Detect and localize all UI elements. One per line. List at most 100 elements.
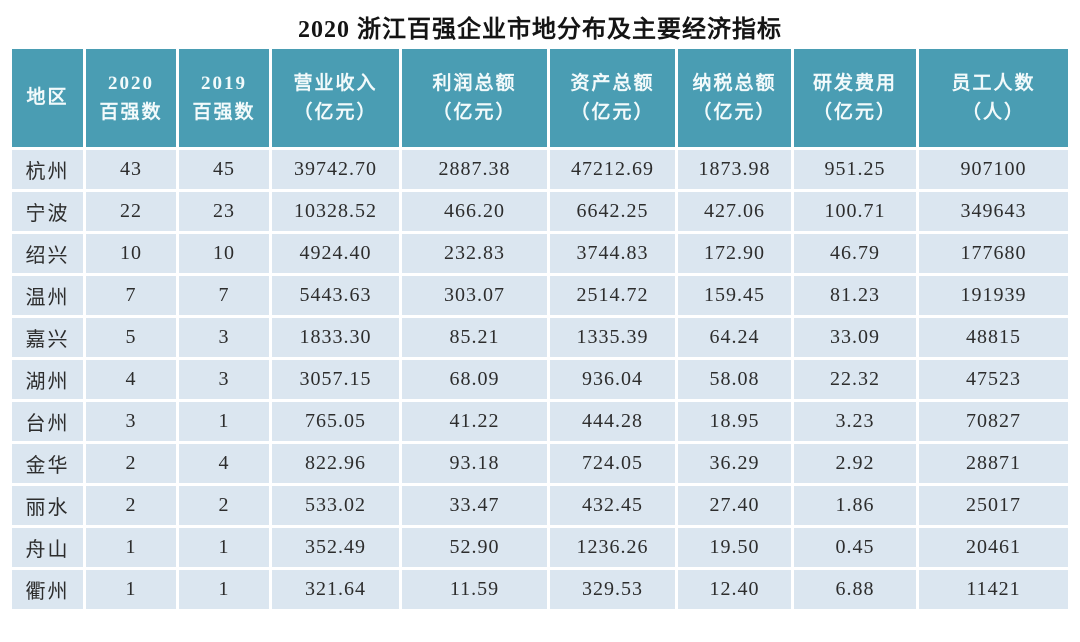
value-cell: 81.23: [794, 276, 916, 315]
value-cell: 0.45: [794, 528, 916, 567]
value-cell: 1: [86, 570, 176, 609]
value-cell: 951.25: [794, 150, 916, 189]
value-cell: 12.40: [678, 570, 791, 609]
value-cell: 70827: [919, 402, 1068, 441]
header-label: 地区: [26, 87, 69, 109]
value-cell: 3: [86, 402, 176, 441]
table-row-hangzhou: 杭州 43 45 39742.70 2887.38 47212.69 1873.…: [12, 150, 1068, 189]
value-cell: 177680: [919, 234, 1068, 273]
value-cell: 20461: [919, 528, 1068, 567]
region-cell: 嘉兴: [12, 318, 83, 357]
value-cell: 6.88: [794, 570, 916, 609]
column-header-employees: 员工人数 （人）: [919, 49, 1068, 147]
value-cell: 1833.30: [272, 318, 399, 357]
value-cell: 100.71: [794, 192, 916, 231]
value-cell: 1335.39: [550, 318, 675, 357]
value-cell: 19.50: [678, 528, 791, 567]
value-cell: 7: [179, 276, 269, 315]
value-cell: 10328.52: [272, 192, 399, 231]
table-row-jinhua: 金华 2 4 822.96 93.18 724.05 36.29 2.92 28…: [12, 444, 1068, 483]
region-cell: 丽水: [12, 486, 83, 525]
table-row-lishui: 丽水 2 2 533.02 33.47 432.45 27.40 1.86 25…: [12, 486, 1068, 525]
column-header-revenue: 营业收入 （亿元）: [272, 49, 399, 147]
value-cell: 2: [179, 486, 269, 525]
header-label: 百强数: [192, 102, 256, 123]
header-label: 2019: [201, 72, 247, 94]
value-cell: 3744.83: [550, 234, 675, 273]
region-cell: 湖州: [12, 360, 83, 399]
value-cell: 45: [179, 150, 269, 189]
value-cell: 47523: [919, 360, 1068, 399]
header-label: （人）: [961, 102, 1025, 123]
value-cell: 33.09: [794, 318, 916, 357]
value-cell: 1.86: [794, 486, 916, 525]
value-cell: 23: [179, 192, 269, 231]
value-cell: 10: [179, 234, 269, 273]
column-header-rnd: 研发费用 （亿元）: [794, 49, 916, 147]
header-label: 研发费用: [812, 72, 897, 94]
value-cell: 329.53: [550, 570, 675, 609]
header-label: （亿元）: [692, 102, 777, 123]
header-label: 百强数: [99, 102, 163, 123]
value-cell: 2: [86, 486, 176, 525]
region-cell: 台州: [12, 402, 83, 441]
value-cell: 18.95: [678, 402, 791, 441]
value-cell: 1: [179, 402, 269, 441]
table-row-wenzhou: 温州 7 7 5443.63 303.07 2514.72 159.45 81.…: [12, 276, 1068, 315]
value-cell: 432.45: [550, 486, 675, 525]
column-header-region: 地区: [12, 49, 83, 147]
value-cell: 172.90: [678, 234, 791, 273]
value-cell: 4: [179, 444, 269, 483]
header-label: 利润总额: [432, 72, 517, 94]
value-cell: 2: [86, 444, 176, 483]
value-cell: 5443.63: [272, 276, 399, 315]
value-cell: 22.32: [794, 360, 916, 399]
region-cell: 杭州: [12, 150, 83, 189]
value-cell: 58.08: [678, 360, 791, 399]
value-cell: 36.29: [678, 444, 791, 483]
page-title: 2020 浙江百强企业市地分布及主要经济指标: [298, 17, 782, 43]
header-label: 员工人数: [951, 72, 1036, 94]
column-header-2020-count: 2020 百强数: [86, 49, 176, 147]
value-cell: 4924.40: [272, 234, 399, 273]
value-cell: 3.23: [794, 402, 916, 441]
column-header-tax: 纳税总额 （亿元）: [678, 49, 791, 147]
value-cell: 5: [86, 318, 176, 357]
value-cell: 936.04: [550, 360, 675, 399]
header-label: （亿元）: [812, 102, 897, 123]
value-cell: 466.20: [402, 192, 547, 231]
region-cell: 温州: [12, 276, 83, 315]
region-cell: 宁波: [12, 192, 83, 231]
value-cell: 68.09: [402, 360, 547, 399]
column-header-assets: 资产总额 （亿元）: [550, 49, 675, 147]
value-cell: 25017: [919, 486, 1068, 525]
value-cell: 3: [179, 360, 269, 399]
header-label: 资产总额: [570, 72, 655, 94]
value-cell: 11.59: [402, 570, 547, 609]
value-cell: 43: [86, 150, 176, 189]
value-cell: 1: [179, 528, 269, 567]
value-cell: 349643: [919, 192, 1068, 231]
value-cell: 352.49: [272, 528, 399, 567]
table-row-ningbo: 宁波 22 23 10328.52 466.20 6642.25 427.06 …: [12, 192, 1068, 231]
value-cell: 7: [86, 276, 176, 315]
value-cell: 39742.70: [272, 150, 399, 189]
value-cell: 765.05: [272, 402, 399, 441]
value-cell: 303.07: [402, 276, 547, 315]
table-row-taizhou: 台州 3 1 765.05 41.22 444.28 18.95 3.23 70…: [12, 402, 1068, 441]
value-cell: 321.64: [272, 570, 399, 609]
table-row-shaoxing: 绍兴 10 10 4924.40 232.83 3744.83 172.90 4…: [12, 234, 1068, 273]
value-cell: 3057.15: [272, 360, 399, 399]
header-label: （亿元）: [432, 102, 517, 123]
region-cell: 金华: [12, 444, 83, 483]
value-cell: 2887.38: [402, 150, 547, 189]
value-cell: 48815: [919, 318, 1068, 357]
value-cell: 28871: [919, 444, 1068, 483]
value-cell: 3: [179, 318, 269, 357]
table-row-huzhou: 湖州 4 3 3057.15 68.09 936.04 58.08 22.32 …: [12, 360, 1068, 399]
header-label: 纳税总额: [692, 72, 777, 94]
value-cell: 2514.72: [550, 276, 675, 315]
value-cell: 41.22: [402, 402, 547, 441]
header-row: 地区 2020 百强数 2019 百强数 营业收入 （亿元） 利润总额 （亿元） 资产总…: [12, 49, 1068, 147]
value-cell: 444.28: [550, 402, 675, 441]
